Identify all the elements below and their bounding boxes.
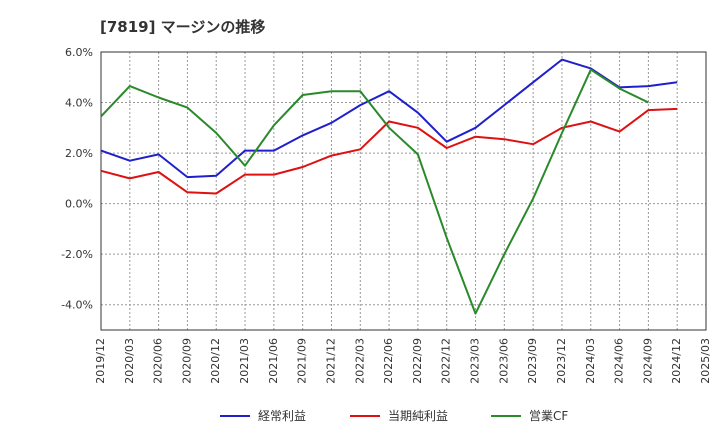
grid-lines [101, 52, 706, 330]
x-tick-label: 2024/09 [641, 338, 654, 384]
legend: 経常利益 当期純利益 営業CF [220, 409, 568, 423]
x-tick-label: 2023/09 [526, 338, 539, 384]
x-tick-label: 2022/12 [440, 338, 453, 384]
x-tick-label: 2023/12 [555, 338, 568, 384]
series-line-営業CF [100, 68, 649, 315]
x-tick-label: 2022/09 [411, 338, 424, 384]
x-tick-label: 2020/06 [152, 338, 165, 384]
y-tick-label: -4.0% [61, 299, 93, 312]
y-axis-ticks: 6.0% 4.0% 2.0% 0.0% -2.0% -4.0% [61, 46, 93, 312]
x-tick-label: 2025/03 [699, 338, 712, 384]
x-tick-label: 2021/09 [296, 338, 309, 384]
y-tick-label: -2.0% [61, 248, 93, 261]
chart-title: [7819] マージンの推移 [100, 18, 265, 36]
x-tick-label: 2020/12 [209, 338, 222, 384]
legend-label: 当期純利益 [388, 409, 448, 423]
x-tick-label: 2024/12 [670, 338, 683, 384]
series-line-当期純利益 [100, 107, 678, 195]
legend-label: 経常利益 [258, 409, 306, 423]
series-lines [100, 58, 678, 315]
x-tick-label: 2024/03 [584, 338, 597, 384]
x-tick-label: 2021/12 [324, 338, 337, 384]
series-line-経常利益 [100, 58, 678, 179]
x-tick-label: 2022/03 [353, 338, 366, 384]
x-axis-ticks: 2019/12 2020/03 2020/06 2020/09 2020/12 2021/… [94, 338, 712, 384]
x-tick-label: 2021/06 [267, 338, 280, 384]
x-tick-label: 2023/06 [497, 338, 510, 384]
x-tick-label: 2019/12 [94, 338, 107, 384]
legend-label: 営業CF [529, 409, 568, 423]
x-tick-label: 2023/03 [469, 338, 482, 384]
x-tick-label: 2020/03 [123, 338, 136, 384]
x-tick-label: 2022/06 [382, 338, 395, 384]
x-tick-label: 2020/09 [180, 338, 193, 384]
x-tick-label: 2021/03 [238, 338, 251, 384]
y-tick-label: 0.0% [65, 198, 93, 211]
plot-area-border [100, 51, 707, 331]
x-tick-label: 2024/06 [613, 338, 626, 384]
y-tick-label: 6.0% [65, 46, 93, 59]
y-tick-label: 4.0% [65, 97, 93, 110]
y-tick-label: 2.0% [65, 147, 93, 160]
